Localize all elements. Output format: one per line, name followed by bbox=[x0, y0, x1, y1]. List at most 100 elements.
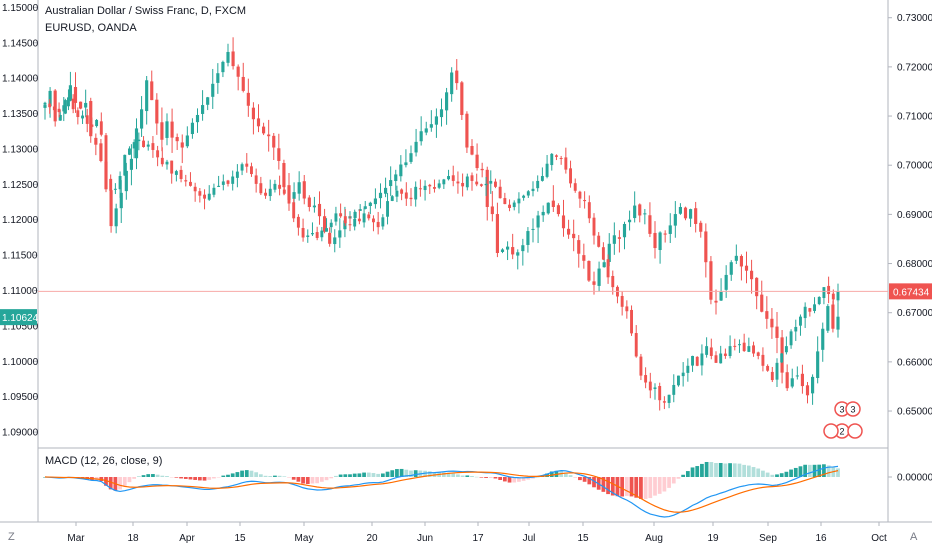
audchf-candle-body bbox=[780, 353, 784, 363]
audchf-candle-body bbox=[569, 168, 572, 184]
eurusd-candle-body bbox=[404, 162, 408, 166]
audchf-candle-body bbox=[353, 218, 357, 227]
macd-histogram-bar bbox=[606, 477, 610, 495]
eurusd-candle-body bbox=[256, 118, 261, 127]
eurusd-candle-body bbox=[704, 231, 708, 263]
macd-histogram-bar bbox=[798, 466, 803, 477]
macd-histogram-bar bbox=[376, 473, 381, 477]
macd-histogram-bar bbox=[108, 477, 113, 490]
eurusd-candle-body bbox=[577, 240, 581, 254]
macd-histogram-bar bbox=[723, 463, 728, 477]
audchf-candle-body bbox=[85, 115, 89, 124]
eurusd-candle-body bbox=[633, 205, 637, 219]
macd-histogram-bar bbox=[789, 469, 793, 477]
audchf-candle-body bbox=[465, 176, 469, 188]
eurusd-candle-body bbox=[617, 237, 621, 239]
audchf-candle-body bbox=[461, 182, 465, 187]
audchf-candle-body bbox=[522, 195, 526, 198]
right-axis-tick-label: 0.70000 bbox=[897, 161, 932, 172]
eurusd-candle-body bbox=[226, 51, 230, 63]
audchf-candle-body bbox=[639, 356, 643, 376]
right-axis-tick-label: 0.67000 bbox=[897, 308, 932, 319]
audchf-candle-body bbox=[705, 346, 709, 355]
audchf-candle-body bbox=[479, 184, 483, 186]
eurusd-candle-body bbox=[556, 205, 560, 215]
audchf-candle-body bbox=[43, 102, 47, 105]
audchf-candle-body bbox=[301, 228, 305, 238]
macd-histogram-bar bbox=[610, 477, 615, 496]
macd-histogram-bar bbox=[193, 477, 198, 480]
eurusd-candle-body bbox=[73, 86, 78, 103]
audchf-candle-body bbox=[315, 232, 319, 238]
macd-histogram-bar bbox=[315, 477, 320, 484]
eurusd-candle-body bbox=[165, 121, 169, 138]
audchf-candle-body bbox=[733, 345, 737, 347]
eurusd-candle-body bbox=[643, 213, 647, 215]
audchf-candle-body bbox=[437, 183, 441, 188]
eurusd-candle-body bbox=[638, 204, 642, 216]
eurusd-candle-body bbox=[297, 182, 301, 194]
audchf-candle-body bbox=[817, 296, 821, 305]
auto-scale-button: A bbox=[910, 531, 918, 543]
left-axis-tick-label: 1.11000 bbox=[2, 286, 38, 297]
audchf-candle-body bbox=[142, 140, 145, 148]
pattern-marker-b[interactable] bbox=[845, 401, 861, 417]
audchf-candle-body bbox=[813, 304, 816, 311]
eurusd-candle-body bbox=[292, 192, 296, 199]
eurusd-candle-body bbox=[622, 223, 627, 238]
macd-histogram-bar bbox=[348, 474, 352, 477]
audchf-candle-body bbox=[174, 171, 178, 175]
eurusd-candle-body bbox=[689, 209, 693, 219]
macd-histogram-bar bbox=[761, 470, 765, 477]
macd-histogram-bar bbox=[784, 471, 789, 477]
macd-histogram-bar bbox=[709, 462, 714, 477]
eurusd-candle-body bbox=[282, 163, 286, 188]
eurusd-candle-body bbox=[409, 153, 413, 162]
macd-histogram-bar bbox=[179, 477, 183, 479]
eurusd-candle-body bbox=[592, 281, 596, 285]
macd-histogram-bar bbox=[249, 470, 254, 477]
macd-histogram-bar bbox=[592, 477, 596, 488]
audchf-candle-body bbox=[151, 143, 155, 150]
macd-histogram-bar bbox=[587, 477, 592, 485]
audchf-candle-body bbox=[789, 331, 793, 346]
macd-histogram-bar bbox=[230, 473, 235, 477]
audchf-candle-body bbox=[292, 202, 296, 219]
audchf-candle-body bbox=[597, 235, 601, 247]
audchf-candle-body bbox=[226, 180, 230, 184]
macd-histogram-bar bbox=[629, 477, 634, 497]
audchf-candle-body bbox=[587, 202, 591, 219]
audchf-candle-body bbox=[282, 189, 286, 194]
eurusd-candle-body bbox=[323, 216, 327, 232]
audchf-candle-body bbox=[306, 235, 310, 237]
audchf-candle-body bbox=[653, 387, 657, 390]
macd-histogram-bar bbox=[343, 474, 348, 477]
macd-histogram-bar bbox=[254, 472, 259, 477]
macd-histogram-bar bbox=[423, 470, 427, 477]
eurusd-candle-body bbox=[816, 351, 820, 379]
eurusd-candle-body bbox=[175, 137, 179, 142]
pattern-marker-d[interactable] bbox=[847, 423, 863, 439]
eurusd-candle-body bbox=[450, 72, 454, 95]
eurusd-candle-body bbox=[587, 260, 591, 281]
audchf-candle-body bbox=[611, 275, 615, 288]
audchf-candle-body bbox=[52, 106, 56, 111]
eurusd-candle-body bbox=[521, 245, 525, 252]
eurusd-candle-body bbox=[485, 169, 489, 207]
macd-histogram-bar bbox=[202, 477, 207, 481]
pattern-marker-e[interactable] bbox=[823, 423, 839, 439]
macd-histogram-bar bbox=[174, 477, 179, 478]
macd-histogram-bar bbox=[334, 475, 338, 477]
audchf-candle-body bbox=[334, 213, 338, 222]
macd-histogram-bar bbox=[291, 477, 296, 480]
right-axis-tick-label: 0.68000 bbox=[897, 259, 932, 270]
left-axis-tick-label: 1.13500 bbox=[2, 109, 39, 120]
left-price-badge-text: 1.10624 bbox=[2, 313, 39, 324]
left-axis-tick-label: 1.14500 bbox=[2, 38, 39, 49]
macd-histogram-bar bbox=[695, 466, 700, 477]
eurusd-candle-body bbox=[699, 222, 703, 232]
audchf-candle-body bbox=[128, 148, 131, 155]
pattern-marker-a-label: 3 bbox=[839, 405, 844, 415]
